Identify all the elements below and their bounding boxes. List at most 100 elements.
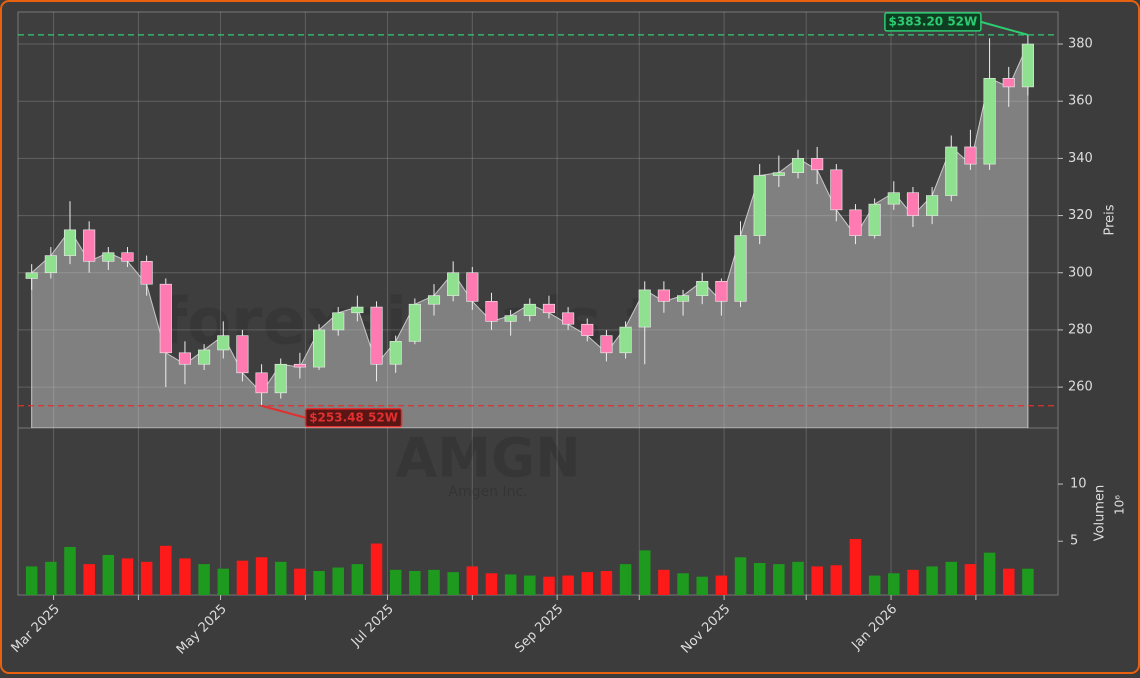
- volume-bar: [753, 562, 766, 595]
- candle-body: [638, 289, 651, 328]
- candle-body: [791, 158, 805, 173]
- volume-bar: [64, 546, 76, 595]
- volume-bar: [351, 564, 364, 595]
- y-tick-label: 300: [1068, 265, 1093, 280]
- volume-bar: [1002, 568, 1015, 595]
- candle-body: [562, 312, 575, 325]
- volume-bar: [466, 566, 479, 595]
- volume-bar: [1022, 568, 1034, 595]
- candle-body: [523, 303, 536, 316]
- candle-body: [255, 372, 268, 394]
- price-plot: forexsignals.trade: [18, 12, 1058, 428]
- volume-bar: [600, 570, 613, 595]
- volume-bar: [543, 576, 555, 595]
- volume-y-tick-label: 10: [1070, 477, 1087, 492]
- candle-body: [351, 306, 364, 314]
- volume-bar: [389, 569, 402, 595]
- candle-body: [198, 349, 211, 365]
- candle-body: [293, 363, 306, 368]
- volume-bar: [619, 564, 632, 595]
- volume-bar: [217, 568, 230, 595]
- volume-bar: [868, 575, 881, 595]
- y-tick-label: 280: [1068, 322, 1093, 337]
- candle-body: [313, 329, 326, 368]
- volume-bar: [294, 568, 306, 595]
- candle-body: [63, 229, 77, 256]
- volume-bar: [179, 558, 191, 595]
- candle-body: [1021, 43, 1034, 88]
- volume-axis-label: Volumen: [1093, 485, 1108, 542]
- y-tick-label: 360: [1068, 94, 1093, 109]
- volume-bar: [524, 575, 536, 595]
- volume-bar: [658, 569, 670, 595]
- volume-bar: [313, 570, 325, 595]
- candle-body: [102, 252, 115, 262]
- candle-body: [964, 146, 977, 165]
- volume-bar: [945, 561, 958, 595]
- candle-body: [178, 352, 191, 365]
- candle-body: [83, 229, 96, 262]
- candle-body: [408, 303, 421, 342]
- candle-body: [696, 281, 709, 296]
- volume-bar: [121, 558, 134, 595]
- volume-bar: [773, 564, 785, 595]
- volume-bar: [907, 569, 919, 595]
- volume-bar: [811, 566, 823, 595]
- candle-body: [926, 195, 939, 216]
- candle-body: [447, 272, 460, 296]
- candle-body: [811, 158, 824, 171]
- volume-bar: [447, 572, 459, 595]
- candle-body: [868, 203, 881, 236]
- candle-body: [236, 335, 249, 374]
- candle-body: [25, 272, 38, 279]
- candle-body: [542, 303, 555, 314]
- y-tick-label: 260: [1068, 380, 1093, 395]
- candle-body: [121, 252, 134, 262]
- candle-body: [657, 289, 670, 302]
- candle-body: [370, 306, 383, 365]
- volume-bar: [792, 561, 804, 595]
- volume-bar: [140, 561, 153, 595]
- volume-bar: [888, 573, 900, 595]
- y-tick-label: 320: [1068, 208, 1093, 223]
- candle-body: [849, 209, 862, 236]
- volume-bar: [485, 573, 498, 595]
- volume-bar: [370, 543, 383, 595]
- volume-bar: [964, 564, 977, 595]
- candle-body: [1002, 78, 1015, 88]
- volume-bar: [734, 557, 747, 595]
- candle-body: [44, 255, 57, 274]
- company-watermark: Amgen Inc.: [448, 484, 527, 500]
- volume-bar: [504, 574, 517, 595]
- volume-bar: [581, 572, 594, 595]
- volume-bar: [25, 566, 38, 595]
- candle-body: [677, 295, 690, 302]
- candle-body: [217, 335, 230, 351]
- candle-body: [619, 326, 632, 354]
- candle-body: [906, 192, 919, 216]
- annotation-box: [304, 408, 403, 428]
- candle-body: [504, 315, 517, 322]
- ticker-watermark: AMGN: [395, 427, 580, 490]
- annotation-label: $253.48 52W: [309, 410, 398, 424]
- volume-bar: [677, 573, 689, 595]
- y-tick-label: 380: [1068, 37, 1093, 52]
- volume-bar: [428, 569, 440, 595]
- candle-body: [140, 261, 153, 285]
- y-tick-label: 340: [1068, 151, 1093, 166]
- candle-body: [830, 169, 843, 211]
- annotation-arrow: [261, 404, 306, 419]
- candle-body: [753, 175, 766, 236]
- volume-bar: [255, 557, 268, 595]
- candle-body: [772, 172, 785, 176]
- volume-unit-label: 10⁶: [1113, 495, 1127, 515]
- candle-body: [485, 301, 498, 322]
- volume-bar: [160, 545, 172, 595]
- volume-bar: [638, 550, 651, 595]
- volume-bar: [83, 564, 95, 595]
- volume-bar: [715, 575, 728, 595]
- volume-bar: [45, 561, 57, 595]
